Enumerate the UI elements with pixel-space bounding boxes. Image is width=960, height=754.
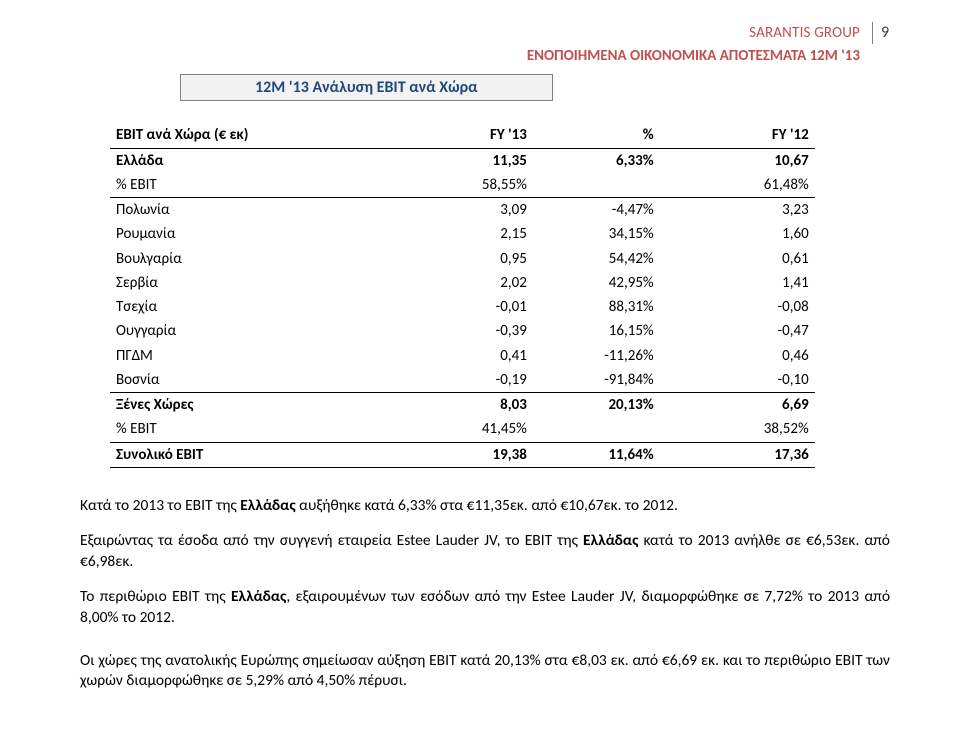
col-header-fy13: FY '13 [378,123,533,148]
table-row: Βουλγαρία0,9554,42%0,61 [110,247,815,271]
table-row: Συνολικό ΕΒΙΤ19,3811,64%17,36 [110,442,815,467]
row-value: 3,23 [660,198,815,223]
table-row: Ρουμανία2,1534,15%1,60 [110,222,815,246]
row-label: Σερβία [110,271,378,295]
table-row: Ουγγαρία-0,3916,15%-0,47 [110,319,815,343]
row-value: 6,33% [533,148,660,173]
row-value: -0,19 [378,368,533,393]
row-value: 16,15% [533,319,660,343]
row-value: 0,95 [378,247,533,271]
row-value: 2,02 [378,271,533,295]
header-row-1: SARANTIS GROUP 9 [80,22,890,44]
table-row: Πολωνία3,09-4,47%3,23 [110,198,815,223]
row-label: Πολωνία [110,198,378,223]
page-header: SARANTIS GROUP 9 ΕΝΟΠΟΙΗΜΕΝΑ ΟΙΚΟΝΟΜΙΚΑ … [80,22,890,66]
row-value: 58,55% [378,173,533,198]
table-row: ΠΓΔΜ0,41-11,26%0,46 [110,344,815,368]
ebit-table: EBIT ανά Χώρα (€ εκ) FY '13 % FY '12 Ελλ… [110,123,815,468]
paragraph: Το περιθώριο ΕΒΙΤ της Ελλάδας, εξαιρουμέ… [80,587,890,629]
row-value: 2,15 [378,222,533,246]
row-label: % ΕΒΙΤ [110,173,378,198]
row-label: Συνολικό ΕΒΙΤ [110,442,378,467]
row-value: 1,60 [660,222,815,246]
col-header-pct: % [533,123,660,148]
row-value: 38,52% [660,417,815,442]
row-value [533,173,660,198]
row-label: Βοσνία [110,368,378,393]
table-row: % ΕΒΙΤ58,55% 61,48% [110,173,815,198]
row-value [533,417,660,442]
table-row: Σερβία2,0242,95%1,41 [110,271,815,295]
row-value: 10,67 [660,148,815,173]
row-label: Ξένες Χώρες [110,393,378,418]
row-label: Ρουμανία [110,222,378,246]
table-row: Ξένες Χώρες8,0320,13%6,69 [110,393,815,418]
row-value: -91,84% [533,368,660,393]
row-label: Βουλγαρία [110,247,378,271]
row-label: ΠΓΔΜ [110,344,378,368]
row-value: 3,09 [378,198,533,223]
body-text: Κατά το 2013 το ΕΒΙΤ της Ελλάδας αυξήθηκ… [80,496,890,692]
row-value: 20,13% [533,393,660,418]
paragraph: Οι χώρες της ανατολικής Ευρώπης σημείωσα… [80,651,890,693]
row-value: 54,42% [533,247,660,271]
row-value: 34,15% [533,222,660,246]
table-row: Ελλάδα11,356,33%10,67 [110,148,815,173]
section-title-box: 12Μ '13 Ανάλυση EBIT ανά Χώρα [180,74,553,102]
row-value: -11,26% [533,344,660,368]
report-subtitle: ΕΝΟΠΟΙΗΜΕΝΑ ΟΙΚΟΝΟΜΙΚΑ ΑΠΟΤΕΣΜΑΤΑ 12Μ '1… [80,46,890,66]
row-value: 6,69 [660,393,815,418]
page-number: 9 [872,22,890,44]
table-header-row: EBIT ανά Χώρα (€ εκ) FY '13 % FY '12 [110,123,815,148]
table-row: % ΕΒΙΤ41,45% 38,52% [110,417,815,442]
row-value: -0,39 [378,319,533,343]
row-value: 19,38 [378,442,533,467]
row-value: 0,46 [660,344,815,368]
paragraph: Κατά το 2013 το ΕΒΙΤ της Ελλάδας αυξήθηκ… [80,496,890,517]
paragraph: Εξαιρώντας τα έσοδα από την συγγενή εται… [80,531,890,573]
row-value: -0,01 [378,295,533,319]
row-value: 42,95% [533,271,660,295]
row-value: -4,47% [533,198,660,223]
table-row: Βοσνία-0,19-91,84%-0,10 [110,368,815,393]
col-header-fy12: FY '12 [660,123,815,148]
row-value: -0,08 [660,295,815,319]
row-value: 11,64% [533,442,660,467]
row-value: 8,03 [378,393,533,418]
row-value: 1,41 [660,271,815,295]
row-label: Ουγγαρία [110,319,378,343]
company-name: SARANTIS GROUP [749,23,860,43]
row-value: 0,61 [660,247,815,271]
row-value: 0,41 [378,344,533,368]
col-header-name: EBIT ανά Χώρα (€ εκ) [110,123,378,148]
row-value: 11,35 [378,148,533,173]
row-label: Ελλάδα [110,148,378,173]
section-title: 12Μ '13 Ανάλυση EBIT ανά Χώρα [189,77,544,99]
table-row: Τσεχία-0,0188,31%-0,08 [110,295,815,319]
row-value: 17,36 [660,442,815,467]
row-value: 88,31% [533,295,660,319]
row-label: % ΕΒΙΤ [110,417,378,442]
row-value: -0,10 [660,368,815,393]
row-label: Τσεχία [110,295,378,319]
row-value: 61,48% [660,173,815,198]
document-page: SARANTIS GROUP 9 ΕΝΟΠΟΙΗΜΕΝΑ ΟΙΚΟΝΟΜΙΚΑ … [0,0,960,746]
row-value: -0,47 [660,319,815,343]
row-value: 41,45% [378,417,533,442]
